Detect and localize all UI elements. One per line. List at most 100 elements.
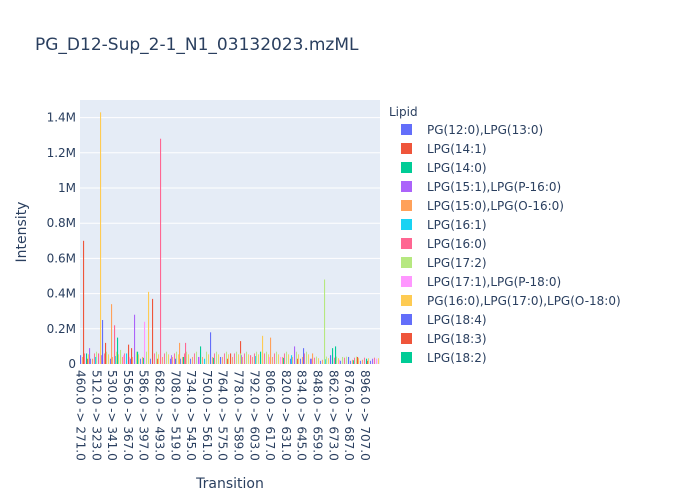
bar-background <box>108 354 109 364</box>
bar-background <box>266 351 267 364</box>
bar-background <box>353 360 354 364</box>
bar-background <box>298 354 299 364</box>
bar-background <box>308 354 309 364</box>
bar-2 <box>260 351 262 364</box>
bar-background <box>288 354 289 364</box>
bar-background <box>227 358 228 364</box>
bar-2 <box>332 348 334 364</box>
legend-label: LPG(15:1),LPG(P-16:0) <box>427 180 561 194</box>
bar-background <box>122 356 123 364</box>
bar-8 <box>280 356 282 364</box>
bar-background <box>129 356 130 364</box>
bar-background <box>297 358 298 364</box>
legend-swatch <box>401 200 412 211</box>
bar-1 <box>240 341 242 364</box>
bar-background <box>196 351 197 364</box>
bar-background <box>362 359 363 364</box>
bar-background <box>118 354 119 364</box>
bar-background <box>300 358 301 364</box>
bar-background <box>255 356 256 364</box>
bar-background <box>168 354 169 364</box>
bar-4 <box>270 337 272 364</box>
bar-background <box>130 358 131 364</box>
x-axis-ticks: 460.0 -> 271.0 512.0 -> 323.0 530.0 -> 341… <box>74 370 372 461</box>
legend-label: LPG(16:0) <box>427 237 487 251</box>
bar-background <box>286 351 287 364</box>
bar-background <box>320 360 321 364</box>
bar-7 <box>240 353 242 364</box>
bar-background <box>222 356 223 364</box>
y-tick-label: 0 <box>68 357 76 371</box>
bar-background <box>306 351 307 364</box>
legend-label: LPG(18:4) <box>427 313 487 327</box>
bar-background <box>336 356 337 364</box>
bar-2 <box>117 337 119 364</box>
legend-swatch <box>401 257 412 268</box>
bar-background <box>142 356 143 364</box>
y-tick-label: 0.4M <box>47 287 76 301</box>
bar-background <box>158 354 159 364</box>
bar-background <box>228 354 229 364</box>
bar-3 <box>134 314 136 364</box>
bar-background <box>171 355 172 364</box>
x-tick-label: 778.0 -> 589.0 <box>232 370 246 461</box>
bar-0 <box>102 320 104 364</box>
bar-background <box>269 356 270 364</box>
x-tick-label: 792.0 -> 603.0 <box>247 370 261 461</box>
bar-background <box>216 351 217 364</box>
bar-background <box>112 356 113 364</box>
bar-4 <box>312 353 314 364</box>
bar-1 <box>128 344 130 364</box>
bar-7 <box>324 279 326 364</box>
bar-background <box>140 358 141 364</box>
bar-background <box>346 356 347 364</box>
bar-3 <box>198 356 200 364</box>
bar-background <box>276 351 277 364</box>
bar-background <box>290 358 291 364</box>
legend-label: LPG(15:0),LPG(O-16:0) <box>427 199 564 213</box>
bar-7 <box>342 356 344 364</box>
legend-swatch <box>401 276 412 287</box>
legend-label: LPG(14:1) <box>427 142 487 156</box>
legend-label: PG(16:0),LPG(17:0),LPG(O-18:0) <box>427 294 621 308</box>
bar-background <box>238 354 239 364</box>
bar-background <box>368 358 369 364</box>
bar-12 <box>366 358 368 364</box>
bar-background <box>214 353 215 364</box>
bar-9 <box>262 335 264 364</box>
bar-background <box>87 358 88 364</box>
x-tick-label: 530.0 -> 341.0 <box>105 370 119 461</box>
x-tick-label: 876.0 -> 687.0 <box>342 370 356 461</box>
bar-12 <box>335 346 337 364</box>
bar-0 <box>175 358 177 364</box>
bar-background <box>370 360 371 364</box>
bar-background <box>115 356 116 364</box>
bar-5 <box>291 355 293 364</box>
y-tick-label: 1M <box>58 181 76 195</box>
bar-background <box>338 358 339 364</box>
bar-background <box>268 354 269 364</box>
bar-background <box>106 351 107 364</box>
bar-background <box>84 353 85 364</box>
bar-background <box>328 358 329 364</box>
bar-12 <box>183 356 185 364</box>
bar-4 <box>179 342 181 364</box>
bar-background <box>208 354 209 364</box>
y-tick-label: 0.2M <box>47 322 76 336</box>
bar-background <box>326 356 327 364</box>
bar-background <box>258 354 259 364</box>
bar-6 <box>185 342 187 364</box>
bar-background <box>246 351 247 364</box>
chart-title: PG_D12-Sup_2-1_N1_03132023.mzML <box>35 35 359 55</box>
grid-lines <box>80 117 380 330</box>
bar-background <box>282 356 283 364</box>
bar-2 <box>86 353 88 364</box>
bar-11 <box>230 353 232 364</box>
legend-label: LPG(14:0) <box>427 161 487 175</box>
y-tick-label: 0.6M <box>47 251 76 265</box>
x-tick-label: 834.0 -> 645.0 <box>295 370 309 461</box>
bar-background <box>202 356 203 364</box>
bar-10 <box>348 356 350 364</box>
bar-10 <box>303 348 305 364</box>
